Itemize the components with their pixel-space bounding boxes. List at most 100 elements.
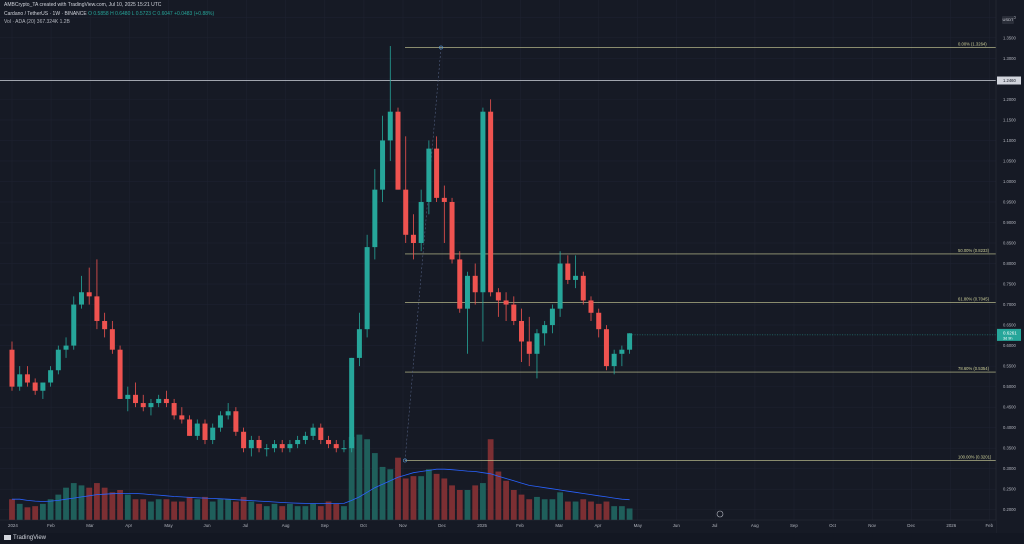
candle-body <box>403 189 409 235</box>
candle-body <box>542 325 548 334</box>
volume-bar <box>472 485 479 520</box>
candle-body <box>596 312 602 330</box>
volume-bar <box>441 478 448 520</box>
volume-bar <box>456 490 463 520</box>
time-tick-label: Jul <box>712 523 718 528</box>
symbol-legend[interactable]: Cardano / TetherUS · 1W · BINANCE O 0.58… <box>4 11 214 18</box>
volume-legend[interactable]: Vol · ADA (20) 367.324K 1.2B <box>4 19 70 26</box>
candle-body <box>395 111 401 190</box>
volume-bar <box>202 496 208 520</box>
time-tick-label: Dec <box>438 523 447 528</box>
fib-level-label: 50.00% (0.8233) <box>958 248 990 253</box>
candle-body <box>256 439 262 449</box>
volume-bar <box>418 476 425 520</box>
volume-bar <box>487 439 494 520</box>
volume-bar <box>294 506 301 520</box>
price-tick-label: 1.3000 <box>1003 56 1016 61</box>
volume-bar <box>379 466 386 520</box>
price-tick-label: 0.8000 <box>1003 261 1016 266</box>
price-tick-label: 0.3000 <box>1003 466 1016 471</box>
volume-bar <box>140 499 147 520</box>
candle-body <box>102 320 108 330</box>
candle-body <box>156 398 162 404</box>
candle-body <box>565 263 571 280</box>
candle-body <box>310 427 316 436</box>
price-tick-label: 0.4500 <box>1003 405 1016 410</box>
candle-body <box>78 292 84 305</box>
volume-bar <box>371 453 378 520</box>
price-tick-label: 0.6500 <box>1003 323 1016 328</box>
candle-body <box>457 259 463 309</box>
volume-bar <box>572 501 579 520</box>
time-tick-label: Apr <box>595 523 602 528</box>
volume-bar <box>124 494 131 520</box>
candle-body <box>171 403 177 416</box>
time-tick-label: Jun <box>673 523 681 528</box>
candle-body <box>434 148 440 198</box>
price-tick-label: 0.9500 <box>1003 199 1016 204</box>
volume-bar <box>325 501 332 520</box>
fib-level-label: 78.60% (0.5354) <box>958 366 990 371</box>
candle-body <box>511 304 517 321</box>
fib-anchor-line <box>404 47 442 461</box>
volume-bar <box>148 501 154 520</box>
candle-body <box>387 111 393 141</box>
time-tick-label: Feb <box>516 523 524 528</box>
volume-bar <box>55 494 62 520</box>
resistance-price-text: 1.2460 <box>1003 78 1016 83</box>
volume-bar <box>302 506 309 520</box>
price-tick-label: 0.8500 <box>1003 241 1016 246</box>
volume-bar <box>480 483 486 520</box>
time-tick-label: 2025 <box>477 523 487 528</box>
candle-body <box>526 341 532 354</box>
candle-body <box>611 353 617 367</box>
fib-anchor-point <box>439 45 443 50</box>
volume-bar <box>410 476 417 520</box>
current-price-tag <box>997 328 1021 341</box>
volume-bar <box>534 496 540 520</box>
volume-bar <box>449 485 455 520</box>
price-tick-label: 1.1500 <box>1003 117 1016 122</box>
candle-body <box>441 197 447 202</box>
price-tick-label: 0.3500 <box>1003 446 1016 451</box>
volume-bar <box>333 503 340 520</box>
ohlc-values: O 0.5858 H 0.6480 L 0.5723 C 0.6047 +0.0… <box>88 11 215 17</box>
volume-bar <box>611 506 618 520</box>
candle-body <box>318 427 324 440</box>
price-tick-label: 0.5000 <box>1003 384 1016 389</box>
price-tick-label: 0.2000 <box>1003 507 1016 512</box>
volume-bar <box>341 506 347 520</box>
time-axis <box>0 520 996 533</box>
candle-body <box>333 444 339 449</box>
volume-bar <box>541 499 548 520</box>
candle-body <box>380 140 386 190</box>
candle-body <box>187 419 193 436</box>
volume-bar <box>518 494 525 520</box>
candle-body <box>580 275 586 301</box>
volume-bar <box>588 501 594 520</box>
candle-body <box>202 423 208 440</box>
currency-label[interactable]: USDT <box>1002 16 1014 24</box>
candle-body <box>32 382 38 391</box>
volume-bar <box>503 480 509 520</box>
candle-body <box>48 370 54 383</box>
volume-bar <box>510 490 517 520</box>
candle-body <box>426 148 432 202</box>
volume-bar <box>256 503 262 520</box>
candle-body <box>495 292 501 301</box>
goto-realtime-icon <box>716 510 724 518</box>
price-tick-label: 0.4000 <box>1003 425 1016 430</box>
candle-body <box>179 415 185 420</box>
volume-bar <box>94 483 100 520</box>
volume-bar <box>209 501 216 520</box>
tradingview-brand[interactable]: TradingView <box>4 535 46 541</box>
candle-body <box>140 403 146 408</box>
candle-body <box>109 329 115 350</box>
price-tick-label: 1.0500 <box>1003 158 1016 163</box>
price-tick-label: 0.9000 <box>1003 220 1016 225</box>
candle-body <box>464 275 470 309</box>
symbol-title: Cardano / TetherUS · 1W · BINANCE <box>4 11 87 17</box>
time-tick-label: Oct <box>829 523 837 528</box>
volume-bar <box>39 503 46 520</box>
